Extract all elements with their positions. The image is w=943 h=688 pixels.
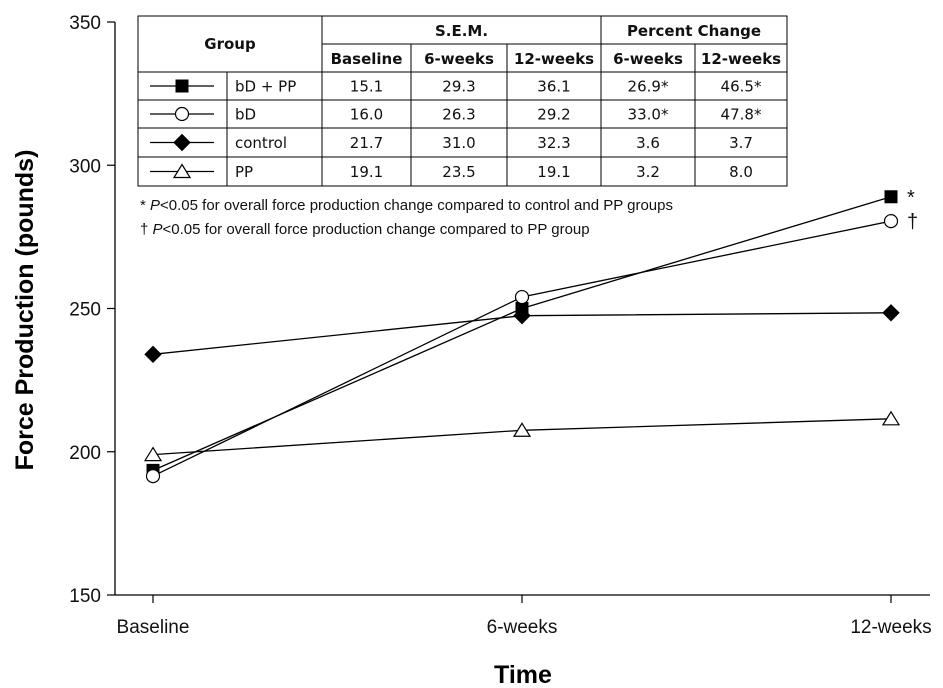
y-axis-title: Force Production (pounds) bbox=[11, 150, 39, 471]
footnote: * P<0.05 for overall force production ch… bbox=[140, 197, 673, 214]
table-cell: 21.7 bbox=[350, 134, 383, 152]
data-point bbox=[143, 446, 163, 462]
table-group-name: PP bbox=[235, 163, 253, 181]
data-point bbox=[881, 410, 901, 426]
legend-marker bbox=[174, 106, 190, 122]
legend-marker bbox=[172, 163, 192, 179]
x-axis-title: Time bbox=[494, 661, 552, 688]
table-cell: 8.0 bbox=[729, 163, 753, 181]
table-cell: 46.5* bbox=[721, 78, 762, 96]
y-tick-label: 250 bbox=[69, 300, 101, 321]
table-cell: 33.0* bbox=[628, 106, 669, 124]
table-cell: 31.0 bbox=[442, 134, 475, 152]
data-point bbox=[512, 422, 532, 437]
table-cell: 26.9* bbox=[628, 78, 669, 96]
table-cell: 15.1 bbox=[350, 78, 383, 96]
x-tick-label: 12-weeks bbox=[850, 617, 931, 638]
table-sub-header: 12-weeks bbox=[514, 50, 594, 68]
y-tick-label: 200 bbox=[69, 443, 101, 464]
legend-marker bbox=[175, 79, 189, 93]
y-tick-label: 150 bbox=[69, 586, 101, 607]
legend-table: Group S.E.M. Percent Change Baseline 6-weeks… bbox=[137, 15, 788, 187]
series-line bbox=[152, 220, 892, 477]
table-cell: 23.5 bbox=[442, 163, 475, 181]
x-tick-label: 6-weeks bbox=[487, 617, 558, 638]
table-cell: 3.6 bbox=[636, 134, 660, 152]
table-group-name: control bbox=[235, 134, 287, 152]
axes: 150 200 250 300 350 Baseline 6-weeks 12-weeks bbox=[69, 13, 931, 638]
y-tick-label: 350 bbox=[69, 13, 101, 34]
table-group-name: bD + PP bbox=[235, 78, 296, 96]
table-sub-header: 6-weeks bbox=[613, 50, 683, 68]
data-point bbox=[883, 214, 899, 229]
significance-marker: * bbox=[907, 187, 915, 209]
table-cell: 32.3 bbox=[537, 134, 570, 152]
data-point bbox=[884, 190, 898, 204]
table-cell: 19.1 bbox=[537, 163, 570, 181]
table-sem-header: S.E.M. bbox=[435, 22, 488, 40]
y-tick-label: 300 bbox=[69, 156, 101, 177]
data-point bbox=[145, 469, 161, 484]
data-point bbox=[515, 302, 529, 315]
table-sub-header: 12-weeks bbox=[701, 50, 781, 68]
table-group-header: Group bbox=[204, 35, 256, 53]
data-point bbox=[514, 289, 530, 305]
table-group-name: bD bbox=[235, 106, 256, 124]
table-cell: 36.1 bbox=[537, 78, 570, 96]
table-sub-header: Baseline bbox=[331, 50, 403, 68]
series-layer: *† bbox=[143, 187, 918, 484]
table-percent-header: Percent Change bbox=[627, 22, 761, 40]
table-cell: 26.3 bbox=[442, 106, 475, 124]
table-cell: 47.8* bbox=[721, 106, 762, 124]
table-cell: 3.7 bbox=[729, 134, 753, 152]
footnotes: * P<0.05 for overall force production ch… bbox=[140, 197, 673, 238]
table-cell: 29.2 bbox=[537, 106, 570, 124]
x-tick-label: Baseline bbox=[117, 617, 190, 638]
legend-marker bbox=[173, 133, 191, 152]
data-point bbox=[144, 345, 162, 364]
data-point bbox=[882, 304, 900, 322]
footnote: † P<0.05 for overall force production ch… bbox=[140, 221, 590, 238]
table-cell: 29.3 bbox=[442, 78, 475, 96]
table-sub-header: 6-weeks bbox=[424, 50, 494, 68]
table-cell: 16.0 bbox=[350, 106, 383, 124]
table-cell: 3.2 bbox=[636, 163, 660, 181]
significance-marker: † bbox=[907, 211, 918, 233]
table-cell: 19.1 bbox=[350, 163, 383, 181]
